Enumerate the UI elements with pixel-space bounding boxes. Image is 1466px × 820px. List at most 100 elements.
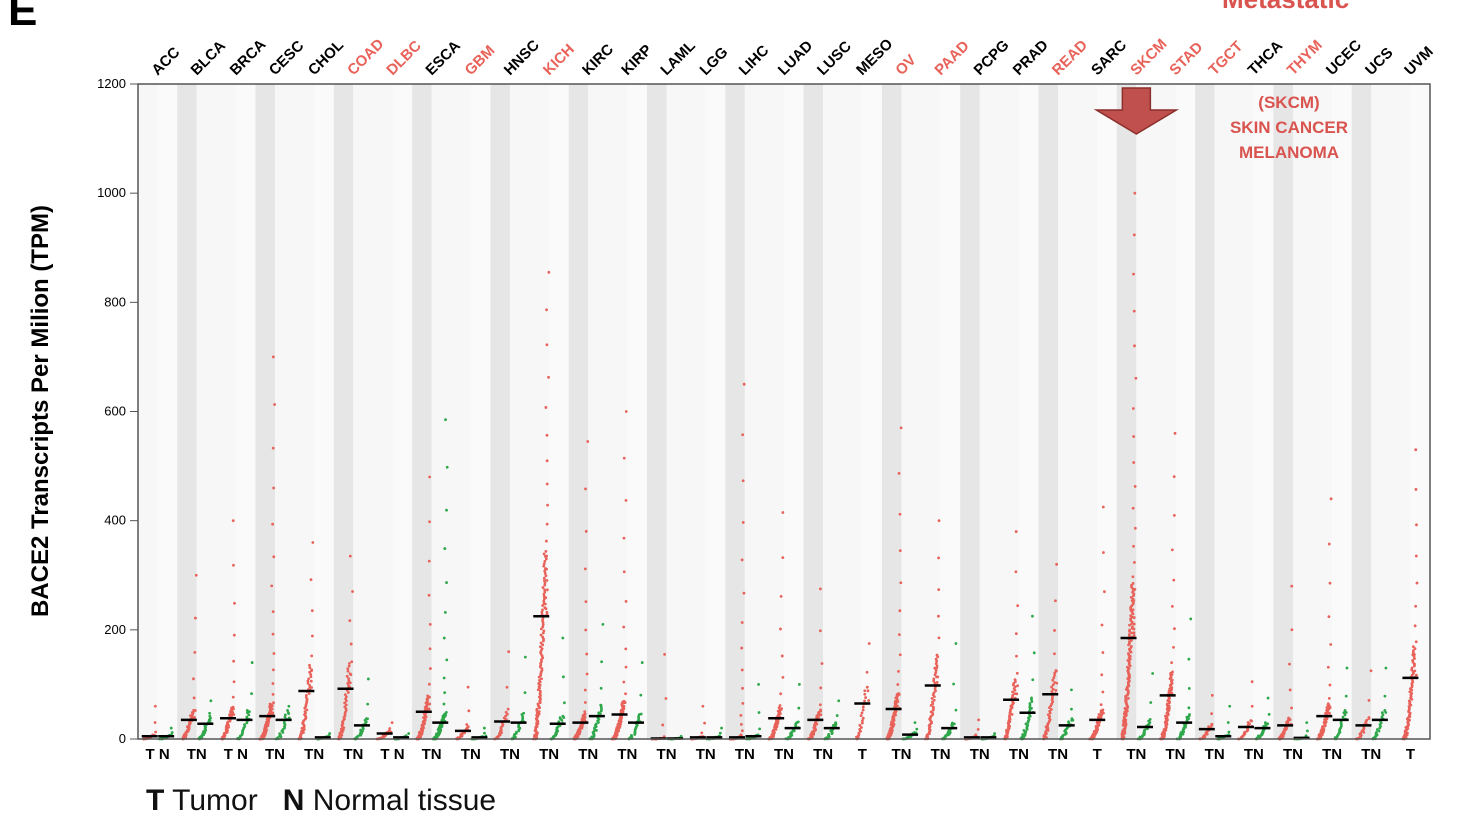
skcm-tumor-point	[1133, 191, 1137, 195]
coad-tumor-point	[346, 682, 350, 685]
cesc-normal-point	[278, 732, 282, 736]
lusc-tumor-point	[818, 629, 822, 633]
lihc-normal-point	[758, 727, 762, 731]
hnsc-normal-point	[523, 655, 527, 659]
coad-tumor-point	[346, 691, 350, 694]
legend-tumor-key: T	[146, 784, 165, 817]
category-label-acc: ACC	[148, 44, 183, 79]
uvm-tumor-point	[1413, 647, 1417, 651]
kich-tumor-point	[544, 539, 548, 543]
coad-tumor-point	[350, 660, 354, 664]
chol-tumor-point	[305, 708, 309, 712]
kich-tumor-point	[541, 623, 545, 627]
esca-tumor-point	[428, 647, 432, 651]
thym-normal-point	[1305, 721, 1309, 725]
thym-normal-point	[1304, 734, 1308, 738]
thca-normal-point	[1266, 696, 1270, 700]
ov-tumor-point	[896, 683, 900, 686]
read-tumor-point	[1053, 652, 1056, 656]
band-coad	[333, 84, 354, 739]
meso-tumor-point	[863, 699, 866, 703]
kich-tumor-point	[538, 689, 542, 693]
cesc-tumor-point	[268, 702, 272, 706]
uvm-tumor-point	[1413, 669, 1417, 673]
coad-tumor-point	[348, 554, 352, 558]
kich-tumor-point	[542, 629, 546, 633]
kich-tumor-point	[543, 602, 547, 606]
band-lihc-normal	[744, 84, 765, 739]
tn-label-dlbc: T N	[380, 746, 404, 763]
stad-tumor-point	[1170, 678, 1174, 682]
lihc-tumor-point	[741, 433, 745, 437]
cesc-tumor-point	[271, 522, 274, 526]
category-label-coad: COAD	[344, 35, 387, 78]
read-tumor-point	[1050, 685, 1053, 689]
band-hnsc	[490, 84, 510, 739]
ov-tumor-point	[898, 653, 902, 657]
band-uvm	[1390, 84, 1411, 739]
cesc-normal-point	[287, 704, 291, 708]
band-dlbc-normal	[392, 84, 413, 739]
ucec-normal-point	[1345, 666, 1349, 670]
sarc-tumor-point	[1103, 590, 1106, 594]
kirp-tumor-point	[622, 570, 626, 574]
band-brca	[216, 84, 236, 739]
ucs-normal-point	[1381, 713, 1385, 717]
kich-tumor-point	[545, 459, 549, 463]
paad-normal-point	[952, 722, 956, 726]
tn-label-kirp: TN	[617, 746, 637, 763]
luad-tumor-point	[779, 692, 783, 696]
band-read	[1038, 84, 1059, 739]
acc-tumor-point	[153, 704, 157, 708]
meso-tumor-point	[858, 728, 862, 731]
kirp-tumor-point	[624, 647, 628, 651]
y-tick-label: 800	[104, 294, 126, 309]
esca-normal-point	[445, 658, 449, 662]
gbm-tumor-point	[466, 685, 470, 689]
coad-tumor-point	[347, 664, 351, 668]
read-tumor-point	[1051, 678, 1055, 682]
skcm-tumor-point	[1132, 598, 1136, 602]
skcm-tumor-point	[1132, 272, 1135, 276]
blca-tumor-point	[193, 716, 196, 719]
tgct-normal-point	[1227, 730, 1231, 734]
kich-tumor-point	[545, 522, 549, 526]
coad-normal-point	[366, 702, 370, 706]
sarc-tumor-point	[1102, 711, 1105, 715]
meso-tumor-point	[858, 723, 862, 727]
gbm-normal-point	[482, 726, 486, 730]
brca-tumor-point	[226, 720, 230, 724]
kirp-tumor-point	[622, 456, 626, 460]
prad-tumor-point	[1014, 570, 1018, 574]
brca-tumor-point	[231, 519, 235, 523]
paad-tumor-point	[929, 710, 933, 714]
kirc-tumor-point	[585, 672, 589, 676]
meso-tumor-point	[859, 714, 863, 717]
category-label-kirp: KIRP	[618, 41, 655, 78]
skcm-tumor-point	[1130, 631, 1134, 635]
skcm-tumor-point	[1132, 461, 1136, 464]
stad-tumor-point	[1170, 688, 1174, 692]
kich-tumor-point	[540, 610, 544, 614]
prad-normal-point	[1022, 728, 1026, 732]
skcm-tumor-point	[1128, 640, 1131, 644]
kich-tumor-point	[541, 586, 545, 589]
stad-normal-point	[1189, 617, 1193, 621]
paad-tumor-point	[937, 519, 941, 523]
kirc-tumor-point	[584, 487, 587, 491]
chol-tumor-point	[307, 677, 311, 681]
paad-normal-point	[944, 734, 948, 737]
read-normal-point	[1067, 720, 1070, 724]
lusc-tumor-point	[818, 703, 822, 707]
kich-tumor-point	[545, 588, 549, 592]
blca-tumor-point	[188, 714, 192, 718]
read-normal-point	[1066, 726, 1069, 729]
lusc-normal-point	[827, 733, 831, 736]
skcm-tumor-point	[1133, 560, 1136, 564]
uvm-tumor-point	[1410, 666, 1414, 670]
kich-normal-point	[562, 701, 566, 705]
corner-title-fragment: Metastatic	[1222, 0, 1349, 15]
tn-label-stad: TN	[1166, 746, 1186, 763]
category-label-kich: KICH	[540, 41, 578, 79]
esca-tumor-point	[427, 707, 431, 711]
